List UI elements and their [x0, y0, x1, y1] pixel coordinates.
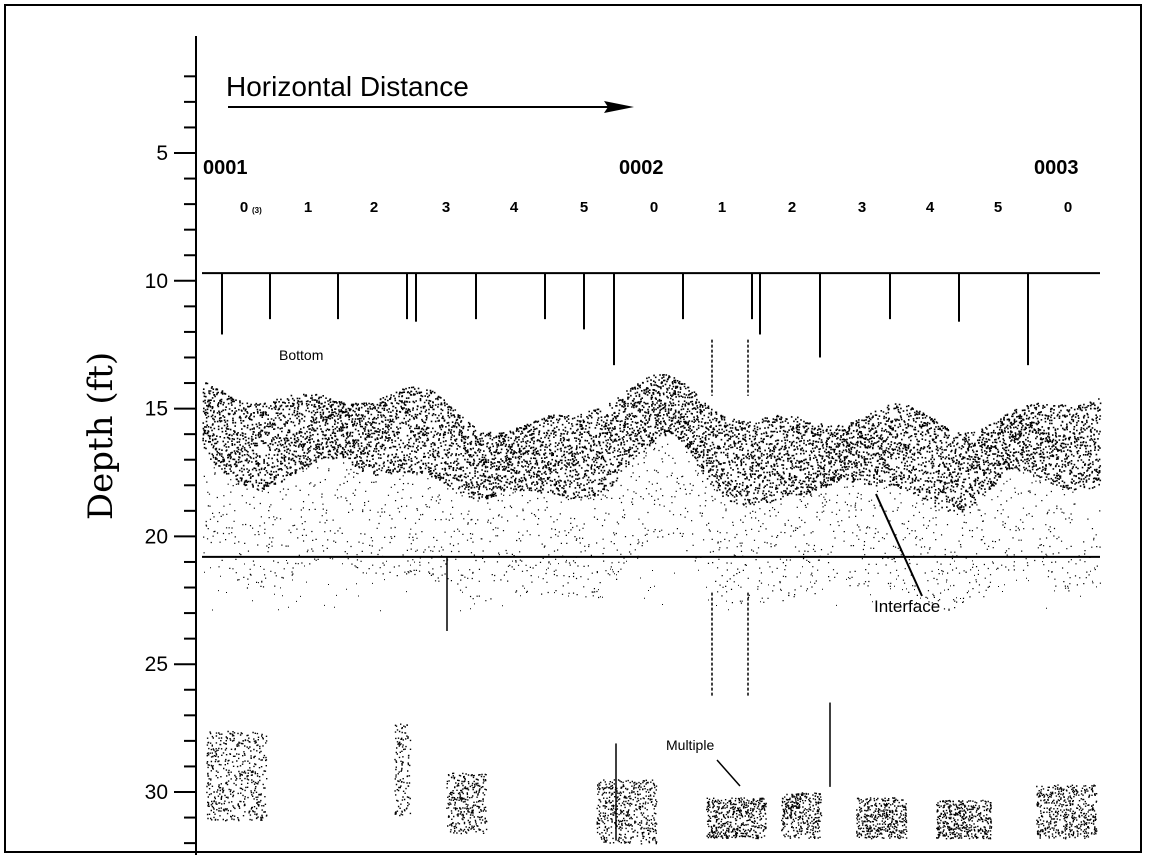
- multiple-pointer: [717, 760, 740, 786]
- depth-axis: 5 10 15 20 25 30: [145, 36, 196, 855]
- y-tick-label: 5: [156, 142, 168, 165]
- interface-annotation: Interface: [874, 597, 940, 616]
- bottom-annotation: Bottom: [279, 347, 323, 363]
- segment-label: 5: [580, 199, 588, 216]
- segment-label: 3: [858, 199, 866, 216]
- segment-label: 0: [650, 199, 658, 216]
- segment-label: 1: [718, 199, 726, 216]
- interface-pointer: [876, 494, 922, 596]
- title-arrow-head: [604, 101, 634, 113]
- chart-title: Horizontal Distance: [226, 71, 469, 102]
- multiple-annotation: Multiple: [666, 737, 714, 753]
- segment-label: 2: [370, 199, 378, 216]
- y-tick-label: 25: [145, 653, 168, 676]
- y-tick-label: 15: [145, 398, 168, 421]
- echogram-scatter: [202, 374, 1101, 845]
- segment-label: 5: [994, 199, 1002, 216]
- segment-labels: 0 1 2 3 4 5 0 1 2 3 4 5 0 (3): [240, 199, 1072, 216]
- fix-label-0001: 0001: [203, 157, 248, 179]
- echogram-points: [202, 374, 1101, 845]
- segment-label: 2: [788, 199, 796, 216]
- segment-label: 3: [442, 199, 450, 216]
- fix-label-0002: 0002: [619, 157, 664, 179]
- y-tick-label: 30: [145, 781, 168, 804]
- segment-label: 1: [304, 199, 312, 216]
- segment-label: 0: [1064, 199, 1072, 216]
- chart-frame: 5 10 15 20 25 30 Horizontal Distance Depth (f…: [4, 4, 1142, 853]
- y-tick-label: 10: [145, 270, 168, 293]
- segment-subscript: (3): [252, 206, 262, 215]
- segment-label: 0: [240, 199, 248, 216]
- segment-label: 4: [926, 199, 935, 216]
- y-tick-label: 20: [145, 525, 168, 548]
- segment-label: 4: [510, 199, 519, 216]
- fix-label-0003: 0003: [1034, 157, 1079, 179]
- y-axis-label: Depth (ft): [81, 352, 121, 520]
